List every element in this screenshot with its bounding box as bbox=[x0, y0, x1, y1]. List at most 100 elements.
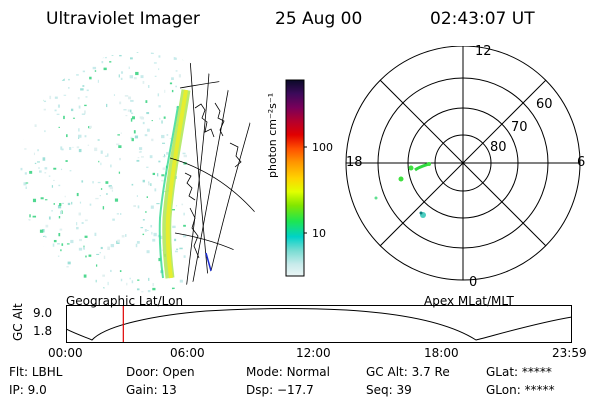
noise-speckle bbox=[97, 181, 101, 184]
noise-speckle bbox=[161, 249, 164, 251]
noise-speckle bbox=[67, 261, 71, 265]
noise-speckle bbox=[165, 155, 167, 157]
noise-speckle bbox=[44, 167, 48, 170]
noise-speckle bbox=[158, 55, 161, 58]
noise-speckle bbox=[68, 285, 72, 287]
noise-speckle bbox=[107, 281, 109, 286]
time-tick-2359: 23:59 bbox=[552, 346, 587, 360]
noise-speckle bbox=[118, 171, 121, 174]
noise-speckle bbox=[33, 152, 35, 156]
noise-speckle bbox=[150, 52, 154, 54]
colorbar-unit-label: photon cm⁻²s⁻¹ bbox=[266, 92, 279, 178]
noise-speckle bbox=[77, 279, 79, 281]
noise-speckle bbox=[128, 96, 132, 100]
noise-speckle bbox=[169, 137, 172, 140]
noise-speckle bbox=[25, 186, 27, 189]
noise-speckle bbox=[61, 148, 64, 151]
noise-speckle bbox=[146, 196, 148, 198]
noise-speckle bbox=[50, 61, 54, 63]
altitude-tick-high: 9.0 bbox=[33, 306, 53, 320]
noise-speckle bbox=[45, 236, 47, 238]
noise-speckle bbox=[171, 209, 175, 211]
noise-speckle bbox=[44, 235, 46, 237]
noise-speckle bbox=[146, 229, 149, 231]
noise-speckle bbox=[146, 112, 150, 115]
noise-speckle bbox=[159, 235, 163, 240]
noise-speckle bbox=[73, 277, 76, 280]
noise-speckle bbox=[53, 179, 55, 181]
noise-speckle bbox=[86, 89, 89, 92]
noise-speckle bbox=[171, 77, 174, 80]
noise-speckle bbox=[21, 137, 24, 141]
noise-speckle bbox=[78, 247, 83, 251]
noise-speckle bbox=[66, 265, 69, 268]
auroral-arc-edge bbox=[158, 105, 179, 279]
noise-speckle bbox=[158, 160, 161, 163]
noise-speckle bbox=[23, 182, 27, 186]
noise-speckle bbox=[110, 269, 112, 273]
noise-speckle bbox=[147, 290, 151, 293]
noise-speckle bbox=[84, 104, 87, 107]
noise-speckle bbox=[123, 109, 127, 111]
noise-speckle bbox=[112, 218, 115, 221]
noise-speckle bbox=[93, 286, 95, 289]
noise-speckle bbox=[68, 86, 70, 89]
noise-speckle bbox=[157, 93, 160, 97]
noise-speckle bbox=[33, 62, 37, 67]
noise-speckle bbox=[92, 181, 94, 184]
noise-speckle bbox=[130, 99, 134, 102]
noise-speckle bbox=[74, 280, 77, 284]
noise-speckle bbox=[184, 52, 186, 54]
noise-speckle bbox=[150, 224, 153, 228]
noise-speckle bbox=[58, 232, 61, 237]
noise-speckle bbox=[144, 229, 147, 232]
colorbar bbox=[285, 79, 307, 277]
noise-speckle bbox=[173, 56, 177, 60]
noise-speckle bbox=[120, 278, 123, 282]
noise-speckle bbox=[103, 67, 107, 71]
noise-speckle bbox=[152, 283, 155, 287]
noise-speckle bbox=[81, 180, 84, 183]
noise-speckle bbox=[46, 85, 49, 88]
noise-speckle bbox=[107, 246, 110, 250]
mlat-label-60: 60 bbox=[536, 97, 553, 112]
noise-speckle bbox=[102, 274, 106, 277]
noise-speckle bbox=[53, 167, 57, 170]
noise-speckle bbox=[172, 225, 176, 229]
noise-speckle bbox=[48, 216, 51, 220]
noise-speckle bbox=[119, 157, 122, 161]
noise-speckle bbox=[44, 267, 46, 271]
noise-speckle bbox=[131, 138, 134, 142]
noise-speckle bbox=[69, 285, 72, 287]
noise-speckle bbox=[60, 249, 62, 252]
noise-speckle bbox=[26, 275, 31, 277]
noise-speckle bbox=[107, 153, 109, 157]
noise-speckle bbox=[113, 94, 116, 96]
noise-speckle bbox=[48, 265, 51, 269]
noise-speckle bbox=[41, 93, 45, 97]
polar-mlat-mlt-plot bbox=[345, 46, 581, 281]
noise-speckle bbox=[67, 202, 71, 206]
noise-speckle bbox=[134, 135, 139, 139]
noise-speckle bbox=[82, 85, 85, 87]
mlat-label-80: 80 bbox=[490, 140, 507, 155]
noise-speckle bbox=[37, 79, 40, 82]
noise-speckle bbox=[78, 148, 82, 153]
noise-speckle bbox=[47, 48, 50, 49]
noise-speckle bbox=[129, 75, 134, 79]
noise-speckle bbox=[48, 175, 51, 177]
noise-speckle bbox=[57, 204, 62, 209]
noise-speckle bbox=[163, 154, 166, 158]
noise-speckle bbox=[117, 134, 120, 136]
noise-speckle bbox=[50, 257, 52, 261]
noise-speckle bbox=[182, 152, 186, 155]
noise-speckle bbox=[58, 184, 61, 187]
noise-speckle bbox=[21, 237, 25, 240]
noise-speckle bbox=[24, 115, 28, 119]
noise-speckle bbox=[49, 60, 53, 64]
noise-speckle bbox=[120, 71, 124, 74]
noise-speckle bbox=[22, 80, 25, 83]
noise-speckle bbox=[37, 167, 41, 169]
status-dsp: Dsp: −17.7 bbox=[246, 383, 314, 397]
noise-speckle bbox=[54, 96, 58, 99]
